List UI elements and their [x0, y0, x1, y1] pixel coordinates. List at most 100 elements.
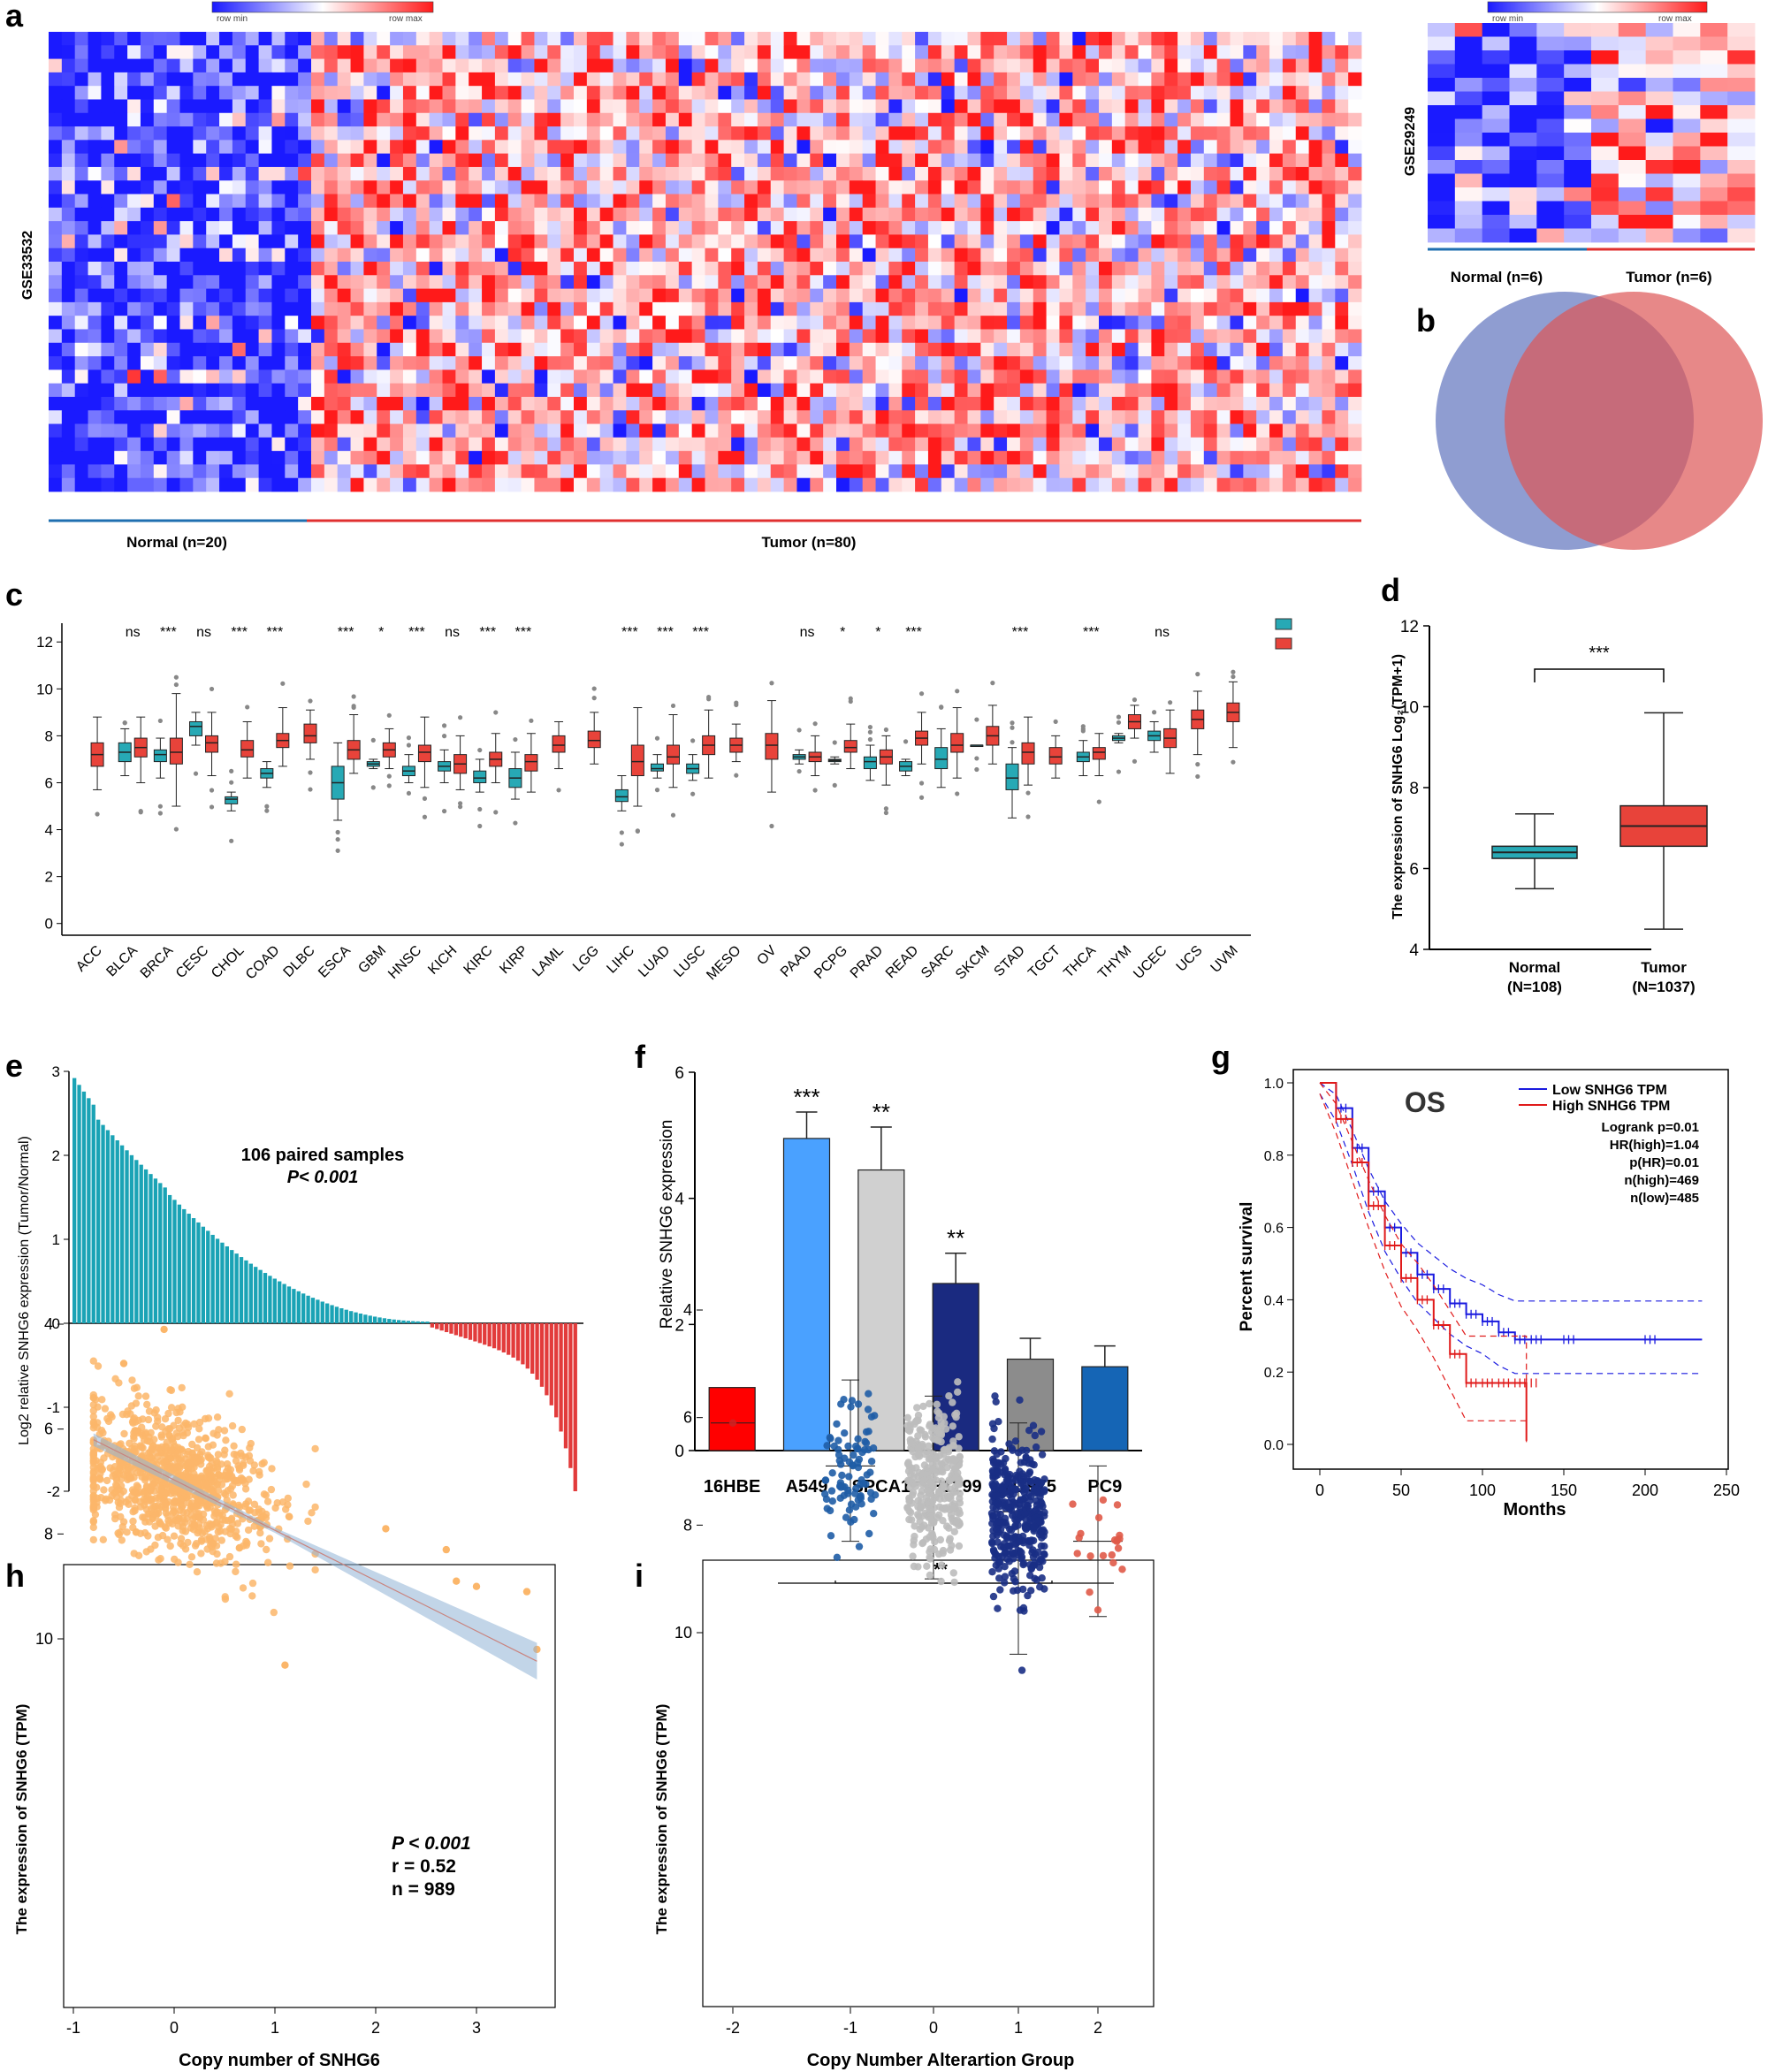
panel-e-bar [158, 1183, 163, 1323]
heatmap-cell [731, 316, 745, 330]
heatmap-cell [219, 32, 233, 46]
heatmap-cell [153, 72, 168, 87]
heatmap-cell [179, 99, 194, 114]
heatmap-cell [1269, 86, 1284, 100]
heatmap-cell [547, 194, 561, 209]
heatmap-cell [586, 45, 601, 59]
heatmap-cell [613, 166, 627, 181]
heatmap-cell [1269, 342, 1284, 357]
panel-c-significance: ns [1155, 625, 1170, 640]
heatmap-cell [560, 396, 575, 411]
heatmap-cell [849, 437, 864, 452]
heatmap-cell [862, 329, 876, 344]
heatmap-cell [665, 329, 680, 344]
heatmap-cell [1348, 342, 1362, 357]
heatmap-cell [1256, 464, 1270, 479]
heatmap-cell [232, 369, 247, 385]
heatmap-cell [402, 451, 417, 465]
heatmap-cell [1111, 45, 1126, 59]
heatmap-cell [691, 383, 705, 398]
heatmap-cell [521, 45, 535, 59]
heatmap-cell [1536, 160, 1565, 174]
panel-c-outlier [229, 838, 234, 843]
heatmap-cell [193, 58, 207, 73]
heatmap-cell [1072, 262, 1086, 276]
heatmap-cell [482, 153, 496, 168]
heatmap-cell [613, 248, 627, 263]
panel-h-point [262, 1491, 270, 1499]
heatmap-cell [902, 423, 916, 438]
heatmap-cell [377, 153, 391, 168]
heatmap-cell [1256, 58, 1270, 73]
heatmap-cell [1203, 316, 1218, 330]
heatmap-cell [442, 383, 456, 398]
heatmap-cell [744, 342, 758, 357]
heatmap-cell [521, 423, 535, 438]
heatmap-cell [994, 45, 1008, 59]
heatmap-cell [1256, 45, 1270, 59]
heatmap-cell [980, 262, 994, 276]
panel-c-legend-normal-swatch [1275, 618, 1292, 630]
heatmap-cell [678, 207, 693, 222]
heatmap-cell [980, 194, 994, 209]
heatmap-cell [731, 45, 745, 59]
heatmap-cell [902, 140, 916, 155]
heatmap-cell [613, 112, 627, 127]
heatmap-cell [415, 329, 431, 344]
panel-e-bar [435, 1323, 439, 1329]
heatmap-cell [1033, 234, 1047, 249]
heatmap-cell [88, 396, 102, 411]
heatmap-cell [140, 288, 155, 303]
heatmap-cell [875, 316, 889, 330]
heatmap-cell [849, 477, 864, 492]
heatmap-cell [153, 275, 168, 289]
heatmap-cell [311, 72, 325, 87]
heatmap-cell [140, 329, 155, 344]
panel-c-outlier [796, 768, 802, 774]
heatmap-cell [245, 221, 259, 235]
heatmap-cell [980, 166, 994, 181]
heatmap-cell [88, 45, 102, 59]
heatmap-cell [521, 140, 535, 155]
heatmap-cell [1086, 112, 1100, 127]
heatmap-cell [770, 140, 784, 155]
panel-e-bar [507, 1323, 511, 1355]
heatmap-cell [1007, 126, 1021, 141]
heatmap-cell [311, 451, 325, 465]
heatmap-cell [1190, 301, 1205, 316]
heatmap-cell [88, 301, 102, 316]
heatmap-cell [770, 288, 784, 303]
heatmap-cell [1072, 342, 1086, 357]
heatmap-cell [678, 316, 693, 330]
heatmap-cell [193, 194, 207, 209]
heatmap-cell [888, 464, 903, 479]
heatmap-cell [586, 275, 601, 289]
heatmap-cell [915, 72, 929, 87]
heatmap-cell [731, 99, 745, 114]
heatmap-cell [915, 477, 929, 492]
heatmap-cell [179, 437, 194, 452]
heatmap-cell [1111, 207, 1126, 222]
heatmap-cell [482, 437, 496, 452]
panel-c-outlier [556, 788, 561, 793]
heatmap-cell [691, 301, 705, 316]
heatmap-cell [744, 464, 758, 479]
heatmap-cell [245, 86, 259, 100]
heatmap-cell [941, 423, 956, 438]
heatmap-cell [350, 262, 364, 276]
heatmap-cell [311, 383, 325, 398]
heatmap-cell [140, 45, 155, 59]
panel-c-outlier [939, 705, 944, 710]
heatmap-cell [1007, 369, 1021, 385]
heatmap-cell [429, 437, 443, 452]
heatmap-cell [298, 329, 312, 344]
panel-h-point [179, 1508, 187, 1517]
heatmap-cell [271, 99, 286, 114]
heatmap-cell [994, 477, 1008, 492]
heatmap-cell [402, 437, 417, 452]
heatmap-cell [114, 301, 128, 316]
heatmap-cell [639, 207, 653, 222]
heatmap-cell [810, 356, 824, 370]
heatmap-cell [1164, 383, 1178, 398]
heatmap-cell [1308, 234, 1322, 249]
